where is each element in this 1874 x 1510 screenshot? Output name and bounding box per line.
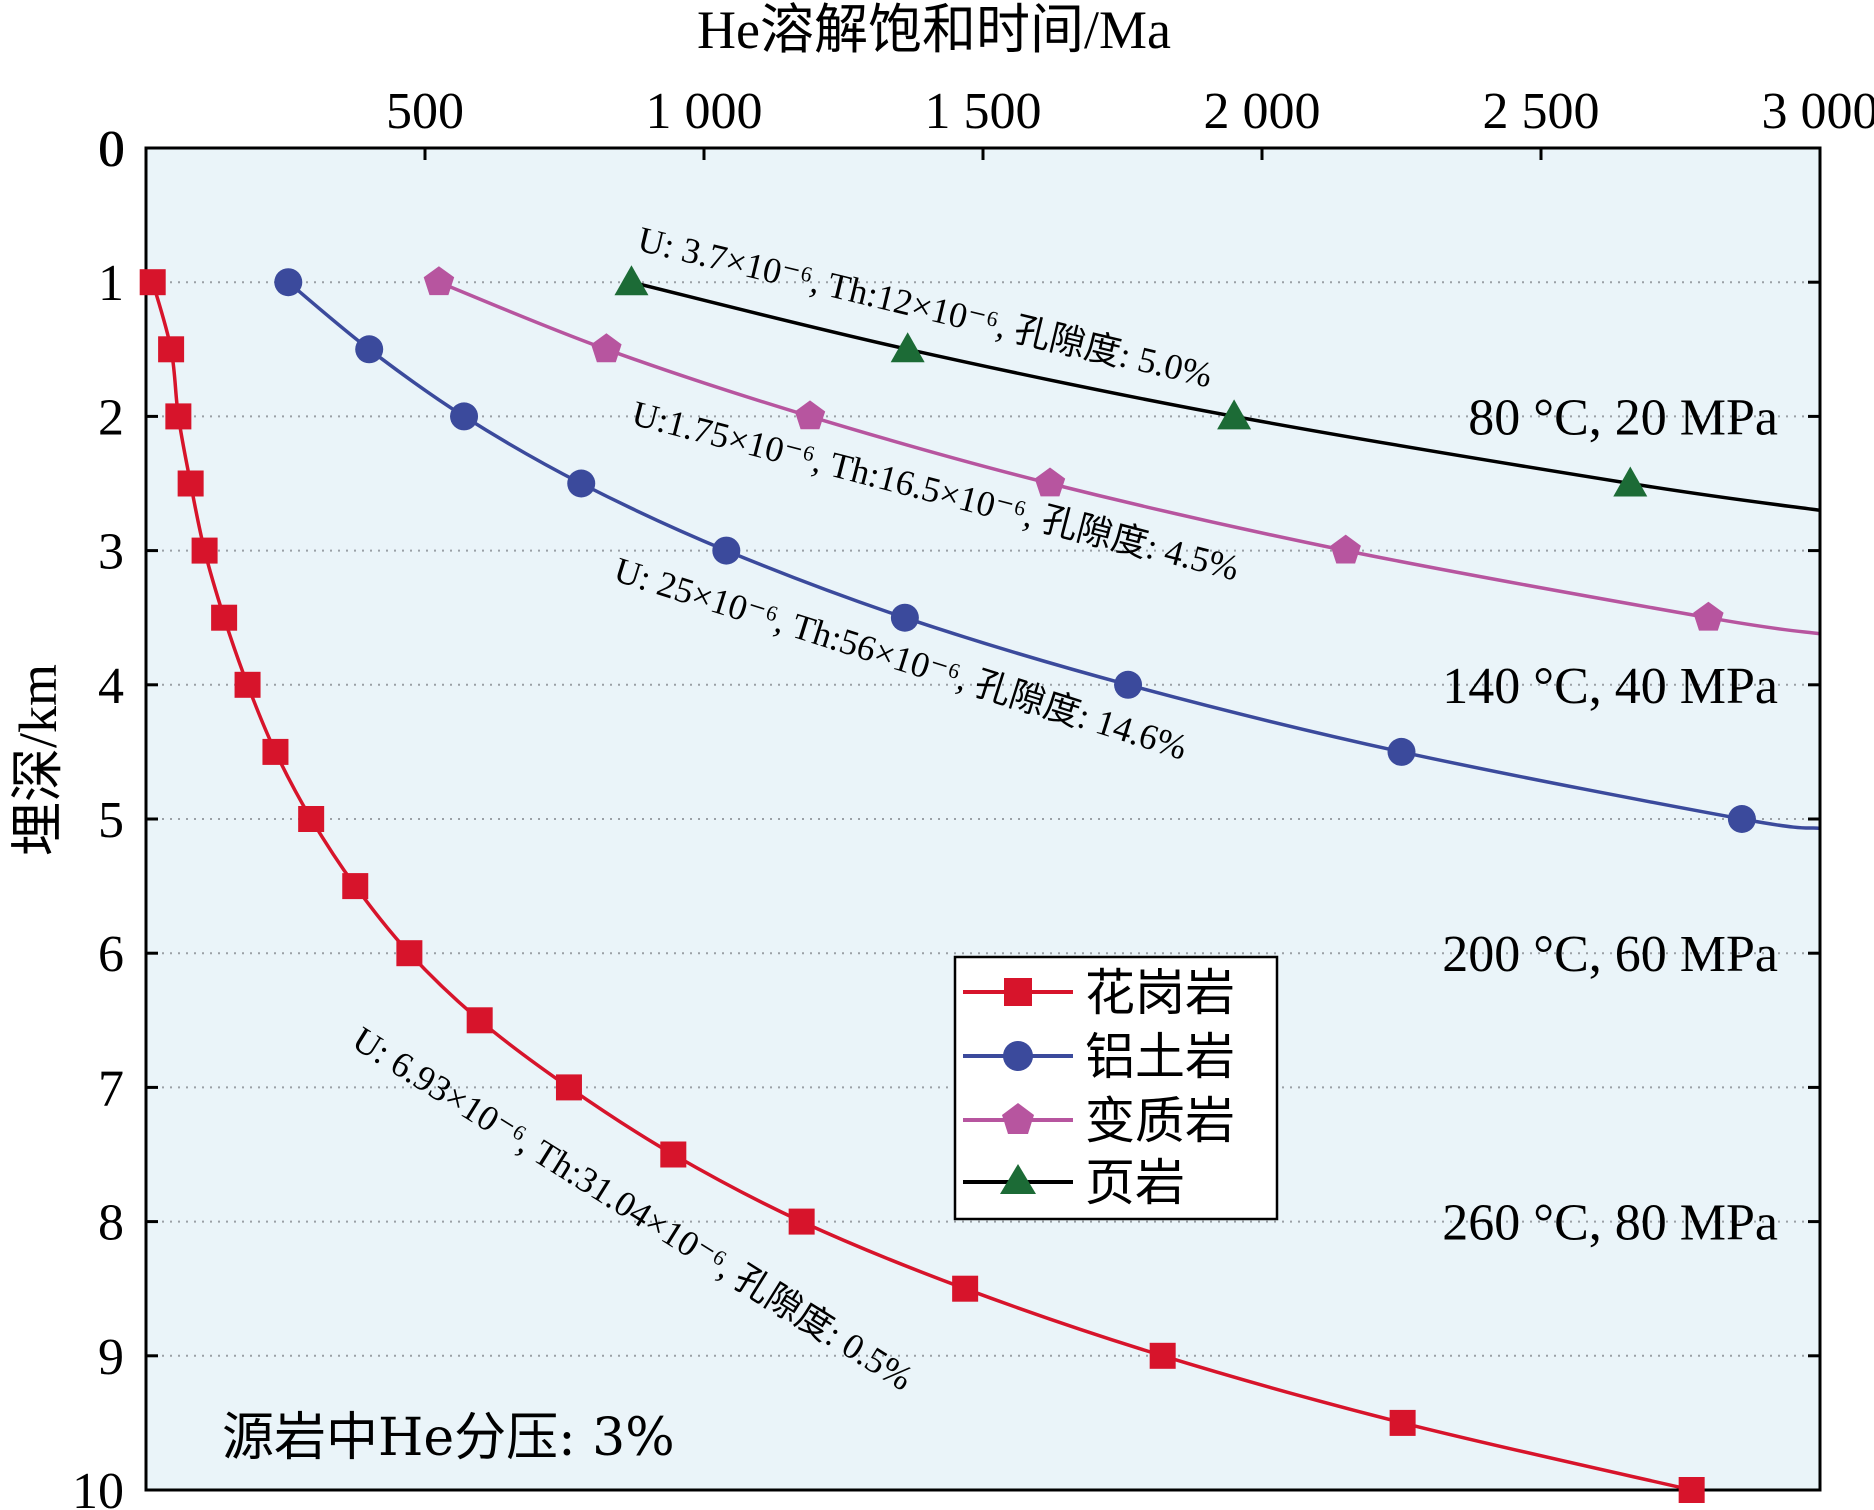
- x-axis-title: He溶解饱和时间/Ma: [697, 0, 1171, 60]
- x-tick-label: 500: [386, 83, 464, 140]
- data-point: [274, 268, 303, 297]
- y-tick-label: 6: [98, 926, 124, 983]
- condition-label: 80 °C, 20 MPa: [1468, 389, 1778, 446]
- data-point: [1034, 467, 1066, 497]
- data-point: [423, 266, 455, 296]
- data-point: [890, 332, 925, 363]
- x-tick-label: 1 000: [646, 83, 763, 140]
- data-point: [234, 671, 261, 698]
- axis-ticks: 0 1 2 3 4 5 6 7 8 9 10 500 1 000 1 500 2 000 2 500 3 000: [72, 83, 1874, 1510]
- x-tick-label: 3 000: [1762, 83, 1874, 140]
- data-point: [890, 603, 919, 632]
- data-point: [1387, 737, 1416, 766]
- data-point: [660, 1141, 687, 1168]
- y-tick-label: 1: [98, 255, 124, 312]
- legend-label-granite: 花岗岩: [1085, 964, 1235, 1022]
- series-markers: [139, 265, 1756, 1503]
- plot-area: [146, 148, 1820, 1490]
- partial-pressure-note: 源岩中He分压: 3%: [222, 1408, 675, 1468]
- condition-labels: 80 °C, 20 MPa 140 °C, 40 MPa 200 °C, 60 MP…: [1442, 389, 1778, 1251]
- data-point: [177, 470, 204, 497]
- data-point: [712, 536, 741, 565]
- condition-label: 260 °C, 80 MPa: [1442, 1195, 1778, 1252]
- legend-label-bauxite: 铝土岩: [1085, 1028, 1235, 1086]
- y-tick-label: 5: [98, 792, 124, 849]
- data-point: [591, 333, 622, 363]
- data-point: [1217, 399, 1252, 430]
- data-point: [191, 537, 218, 564]
- data-point: [262, 738, 289, 765]
- data-point: [165, 403, 192, 430]
- legend-label-metamorphic: 变质岩: [1085, 1092, 1235, 1150]
- x-tick-label: 1 500: [925, 83, 1042, 140]
- data-point: [788, 1208, 815, 1235]
- data-point: [555, 1074, 582, 1101]
- data-point: [139, 269, 166, 296]
- data-point: [342, 873, 369, 900]
- data-point: [1613, 466, 1648, 497]
- y-axis-title: 埋深/km: [8, 664, 68, 856]
- data-point: [567, 469, 596, 498]
- data-point: [298, 806, 325, 832]
- legend-marker-bauxite: [1003, 1041, 1033, 1071]
- legend-label-shale: 页岩: [1085, 1154, 1185, 1212]
- data-point: [1727, 805, 1756, 833]
- y-tick-label: 4: [98, 658, 124, 715]
- data-point: [952, 1275, 979, 1302]
- y-tick-label: 8: [98, 1195, 124, 1252]
- legend-marker-granite: [1004, 978, 1032, 1006]
- data-point: [355, 335, 384, 364]
- y-tick-label: 2: [98, 389, 124, 446]
- data-point: [1330, 534, 1361, 564]
- data-point: [1149, 1342, 1176, 1369]
- data-point: [158, 336, 185, 363]
- condition-label: 140 °C, 40 MPa: [1442, 658, 1778, 715]
- data-point: [466, 1007, 493, 1034]
- legend-marker-shale: [1000, 1164, 1036, 1194]
- data-point: [1114, 670, 1143, 699]
- y-tick-label: 7: [98, 1060, 124, 1117]
- y-tick-label: 9: [98, 1329, 124, 1386]
- data-point: [1389, 1409, 1416, 1436]
- data-point: [450, 402, 479, 431]
- y-tick-label: 0: [98, 121, 124, 178]
- data-point: [211, 604, 238, 631]
- data-point: [1693, 601, 1724, 631]
- y-tick-label: 10: [72, 1463, 124, 1510]
- legend: 花岗岩 铝土岩 变质岩 页岩: [953, 955, 1279, 1221]
- data-point: [1678, 1477, 1705, 1503]
- data-point: [614, 265, 649, 296]
- data-point: [794, 400, 826, 430]
- data-point: [396, 940, 423, 967]
- origin-label: 0: [99, 121, 125, 178]
- x-tick-label: 2 000: [1204, 83, 1321, 140]
- legend-marker-metamorphic: [1002, 1103, 1034, 1134]
- y-tick-label: 3: [98, 524, 124, 581]
- condition-label: 200 °C, 60 MPa: [1442, 926, 1778, 983]
- x-tick-label: 2 500: [1483, 83, 1600, 140]
